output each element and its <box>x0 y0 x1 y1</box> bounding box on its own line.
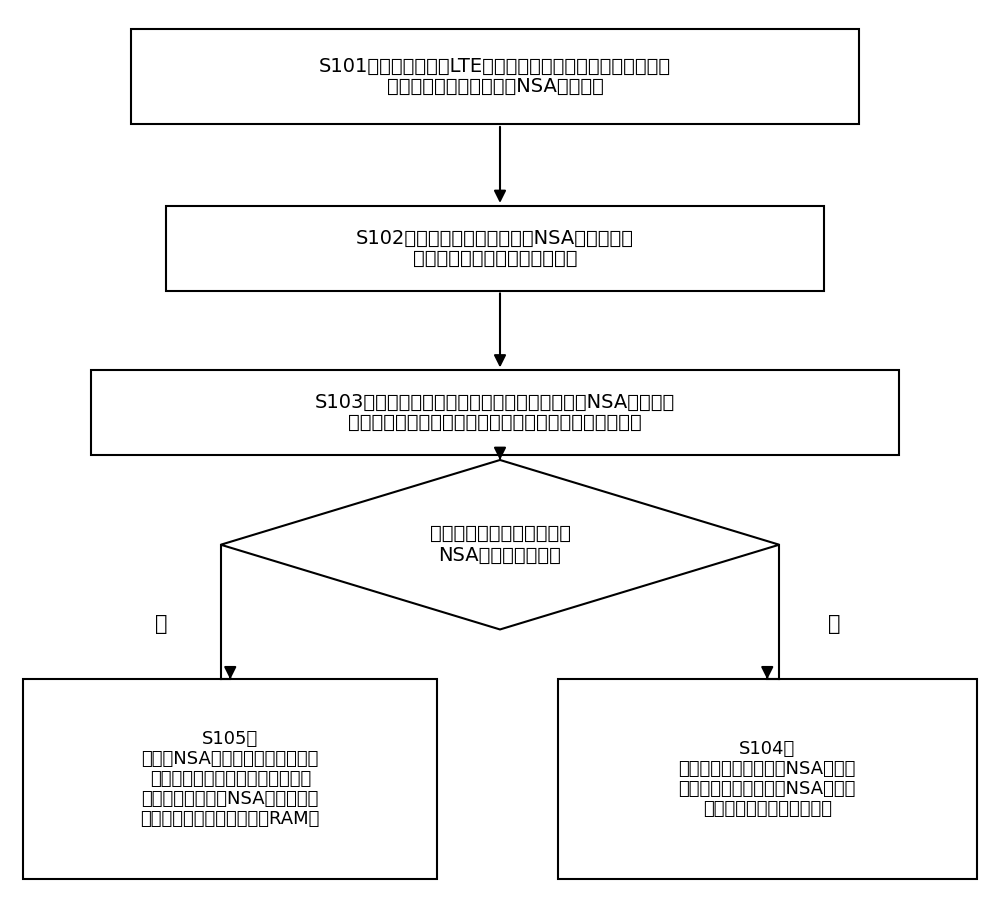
Text: 区信息列表保存在移动终端: 区信息列表保存在移动终端 <box>703 800 832 818</box>
Text: 列表中各个锁点小区对应的位置信息和小区信息进行比较: 列表中各个锁点小区对应的位置信息和小区信息进行比较 <box>348 413 642 432</box>
Text: 对应的位置信息更新为当前的位置: 对应的位置信息更新为当前的位置 <box>150 770 311 788</box>
Text: 区列表中，并将该历史NSA锁点小: 区列表中，并将该历史NSA锁点小 <box>679 780 856 798</box>
Bar <box>558 679 977 879</box>
Text: 将历史NSA锁点小区列表中该小区: 将历史NSA锁点小区列表中该小区 <box>142 750 319 768</box>
Text: 判断该小区是否存在于历史: 判断该小区是否存在于历史 <box>430 524 570 544</box>
Bar <box>91 370 899 455</box>
Bar <box>131 29 859 124</box>
Text: 则获取当前移动终端的位置信息: 则获取当前移动终端的位置信息 <box>413 248 577 267</box>
Text: 将该锁点小区加入历史NSA锁点小: 将该锁点小区加入历史NSA锁点小 <box>679 760 856 778</box>
Text: 是: 是 <box>155 614 167 634</box>
Polygon shape <box>221 460 779 629</box>
Text: S101、移动终端发现LTE小区后，通过解码小区的系统消息时: S101、移动终端发现LTE小区后，通过解码小区的系统消息时 <box>319 57 671 76</box>
Text: S102、判断结果表明该小区是NSA锁点小区，: S102、判断结果表明该小区是NSA锁点小区， <box>356 229 634 247</box>
Text: 否: 否 <box>828 614 840 634</box>
Text: S104、: S104、 <box>739 740 795 758</box>
Text: 信息，并将该历史NSA锁点小区信: 信息，并将该历史NSA锁点小区信 <box>142 790 319 808</box>
Text: S105、: S105、 <box>202 730 258 748</box>
Text: 息列表储存在该移动终端的RAM中: 息列表储存在该移动终端的RAM中 <box>141 810 320 828</box>
Text: S103、移动终端将当前的位置信息，通过和历史NSA锁点小区: S103、移动终端将当前的位置信息，通过和历史NSA锁点小区 <box>315 394 675 412</box>
Bar <box>23 679 437 879</box>
Text: NSA锁点小区列表中: NSA锁点小区列表中 <box>439 546 561 565</box>
Text: 确认判断当前小区是否为NSA锁点小区: 确认判断当前小区是否为NSA锁点小区 <box>387 77 603 96</box>
Bar <box>166 205 824 291</box>
